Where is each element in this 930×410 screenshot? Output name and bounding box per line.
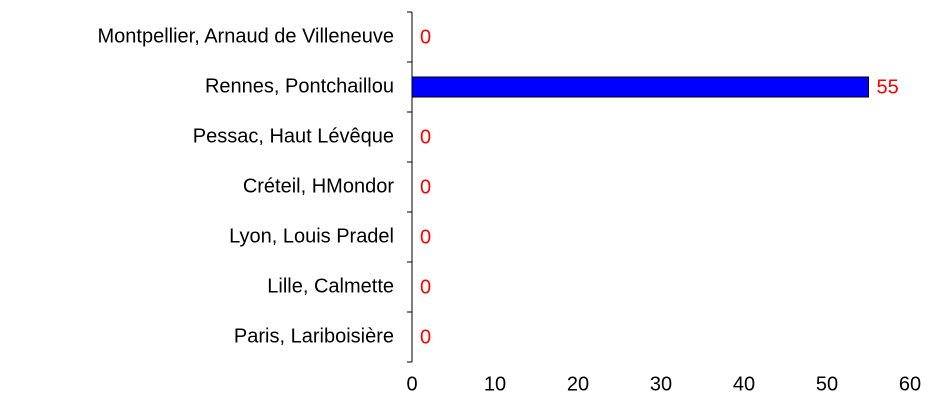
bar: [411, 76, 869, 98]
value-label: 0: [420, 176, 431, 198]
x-tick-label: 60: [899, 373, 921, 395]
value-label: 0: [420, 26, 431, 48]
value-label: 0: [420, 276, 431, 298]
value-label: 0: [420, 326, 431, 348]
x-tick-label: 30: [650, 373, 672, 395]
value-label: 55: [877, 76, 899, 98]
y-tick-label: Montpellier, Arnaud de Villeneuve: [97, 25, 394, 47]
x-tick-label: 20: [567, 373, 589, 395]
x-tick-label: 50: [816, 373, 838, 395]
value-label: 0: [420, 126, 431, 148]
value-label: 0: [420, 226, 431, 248]
y-tick-label: Rennes, Pontchaillou: [205, 75, 394, 97]
x-tick-label: 0: [406, 373, 417, 395]
x-tick-label: 40: [733, 373, 755, 395]
y-tick-label: Créteil, HMondor: [243, 175, 395, 197]
x-tick-label: 10: [484, 373, 506, 395]
y-tick-label: Pessac, Haut Lévêque: [193, 125, 394, 147]
y-tick-label: Lille, Calmette: [267, 275, 394, 297]
y-tick-label: Paris, Lariboisière: [234, 325, 394, 347]
y-tick-label: Lyon, Louis Pradel: [229, 225, 394, 247]
